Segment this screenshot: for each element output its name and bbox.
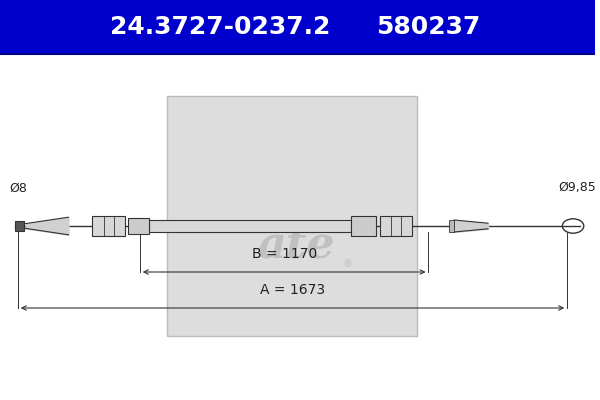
Bar — [92, 216, 125, 236]
Bar — [449, 220, 454, 232]
Bar — [15, 221, 25, 231]
Text: A = 1673: A = 1673 — [260, 283, 325, 297]
Text: B = 1170: B = 1170 — [251, 247, 317, 261]
Bar — [380, 216, 412, 236]
Bar — [0, 0, 595, 54]
Bar — [167, 96, 416, 336]
Text: Ø9,85: Ø9,85 — [559, 182, 596, 194]
Bar — [351, 216, 376, 236]
Text: 24.3727-0237.2: 24.3727-0237.2 — [110, 15, 331, 39]
Bar — [128, 218, 149, 234]
Text: ®: ® — [342, 259, 352, 269]
Text: Ø8: Ø8 — [9, 182, 27, 194]
Text: ate: ate — [258, 223, 335, 266]
Text: 580237: 580237 — [376, 15, 481, 39]
Bar — [149, 220, 351, 232]
